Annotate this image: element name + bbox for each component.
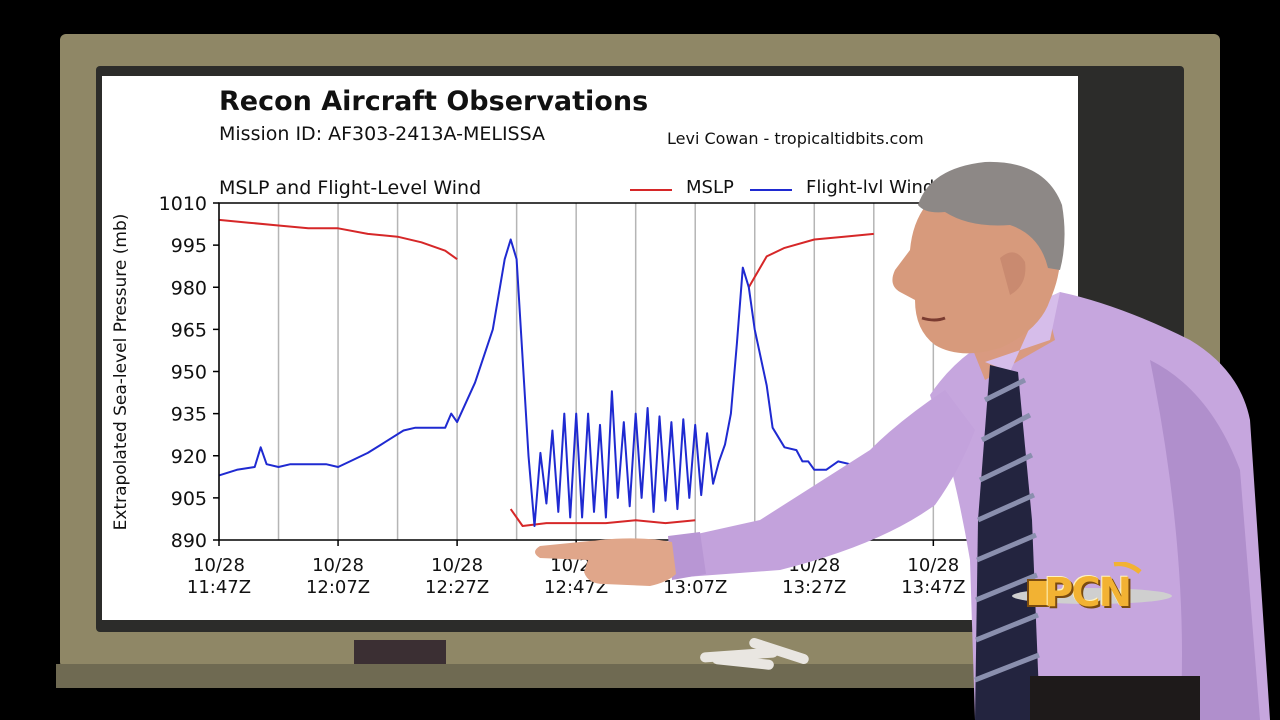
legend-swatch-mslp: [630, 189, 672, 191]
x-tick-label-time: 13:27Z: [782, 577, 846, 598]
mslp-line: [509, 508, 696, 527]
eraser: [354, 640, 446, 666]
presenter-shirt-shade: [1150, 360, 1260, 720]
panel-title: MSLP and Flight-Level Wind: [219, 177, 482, 199]
x-tick-label-time: 12:47Z: [544, 577, 608, 598]
pcn-logo-text: PCN: [1044, 570, 1132, 616]
presenter-arm: [670, 390, 975, 578]
mslp-line: [747, 232, 874, 288]
presenter-cuff: [668, 532, 706, 580]
chart-credit: Levi Cowan - tropicaltidbits.com: [667, 129, 924, 148]
chart-title: Recon Aircraft Observations: [219, 86, 649, 117]
legend-label-mslp: MSLP: [686, 177, 734, 198]
y-tick-label: 1010: [159, 193, 207, 215]
presenter-belt: [1030, 676, 1200, 720]
mslp-line: [218, 218, 458, 261]
presenter-hand: [535, 538, 676, 586]
y-tick-label: 980: [171, 277, 207, 299]
y-tick-label: 965: [171, 319, 207, 341]
x-tick-label-date: 10/28: [193, 555, 245, 576]
series-lines: [218, 218, 875, 527]
y-tick-label: 935: [171, 404, 207, 426]
x-tick-label-time: 13:47Z: [901, 577, 965, 598]
presenter-mouth: [921, 316, 946, 322]
y-tick-label: 920: [171, 446, 207, 468]
mission-id: Mission ID: AF303-2413A-MELISSA: [219, 123, 546, 145]
y-tick-label: 995: [171, 235, 207, 257]
y-tick-label: 950: [171, 362, 207, 384]
x-tick-label-time: 13:07Z: [663, 577, 727, 598]
x-tick-label-date: 10/28: [431, 555, 483, 576]
legend-swatch-wind: [750, 189, 792, 191]
pcn-logo: PCN: [1010, 561, 1176, 624]
presenter-tie-stripes: [974, 377, 1040, 683]
x-tick-label-date: 10/28: [907, 555, 959, 576]
presenter-ear: [1000, 252, 1026, 295]
x-tick-label-time: 12:27Z: [425, 577, 489, 598]
x-tick-label-date: 10/28: [312, 555, 364, 576]
x-tick-label-time: 12:07Z: [306, 577, 370, 598]
y-tick-label: 890: [171, 530, 207, 552]
chart-panel: [102, 76, 1078, 620]
presenter-hair: [918, 161, 1065, 270]
x-tick-label-time: 11:47Z: [187, 577, 251, 598]
flight-lvl-wind-line: [218, 238, 875, 527]
pcn-logo-mark: [1012, 561, 1172, 607]
legend-label-wind: Flight-lvl Wind: [806, 177, 935, 198]
y-tick-label: 905: [171, 488, 207, 510]
